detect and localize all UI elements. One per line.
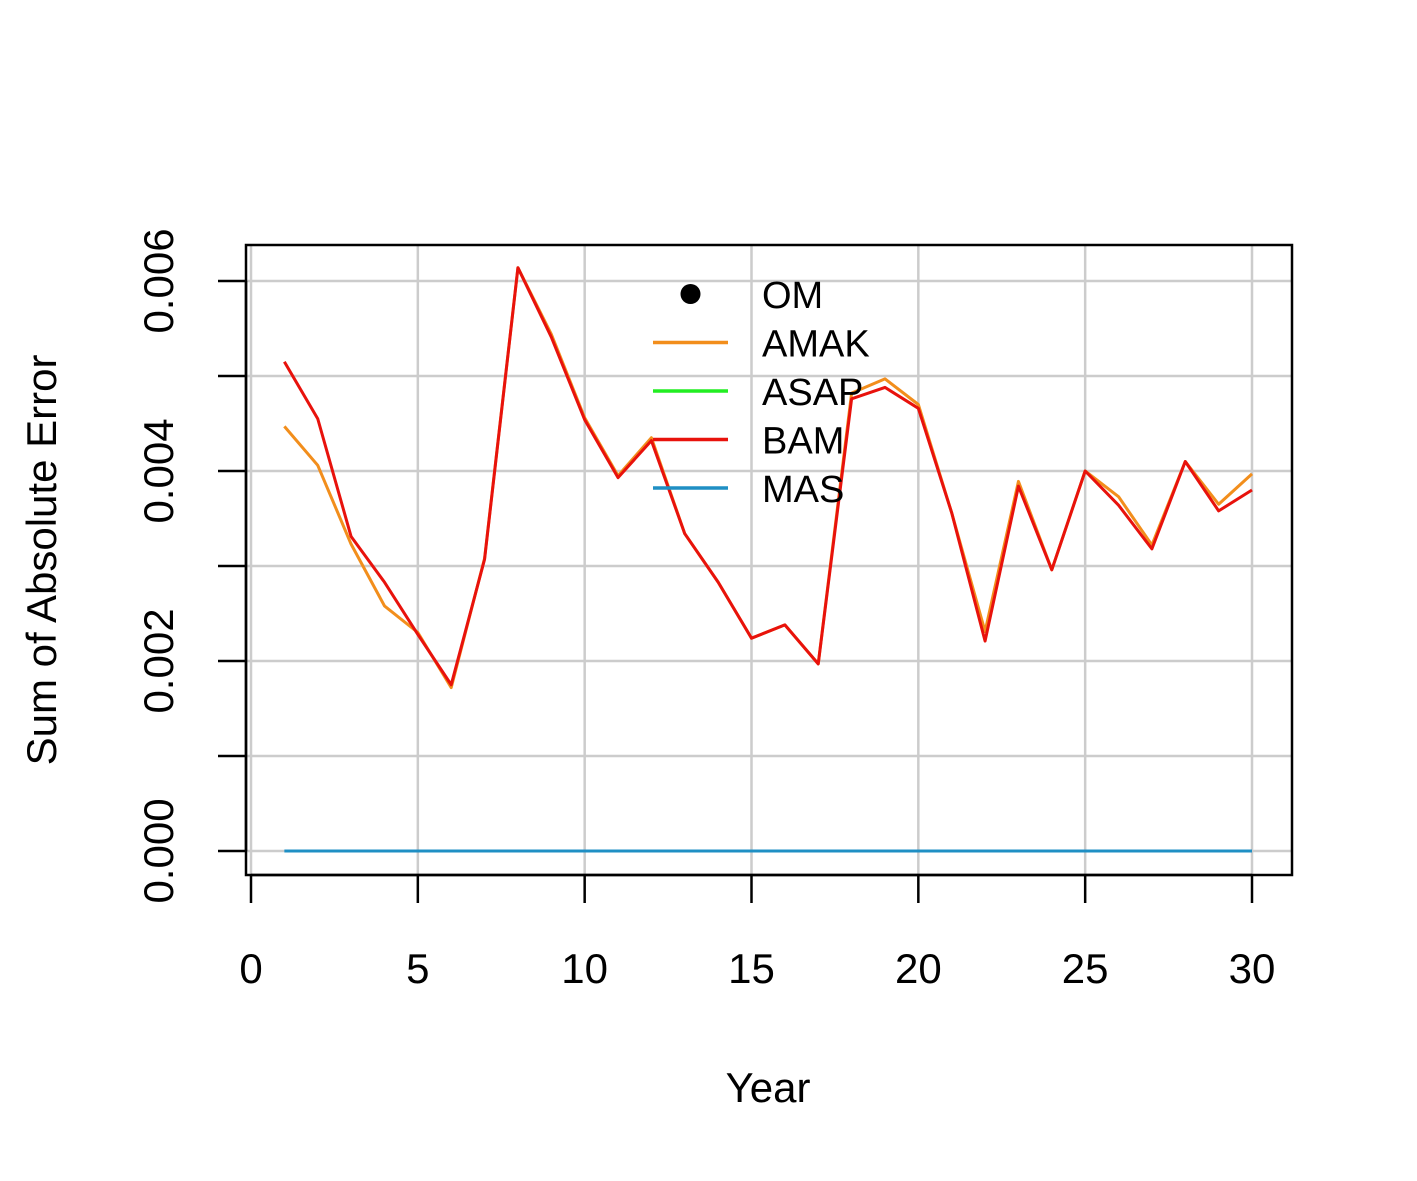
y-tick-label: 0.006 [135,228,182,333]
series-line-bam [283,266,1253,687]
grid [246,245,1292,875]
y-tick-label: 0.000 [135,798,182,903]
legend: OM AMAK ASAP BAM MAS [653,275,870,511]
axes: 0 5 10 15 20 25 30 0.000 0.002 0.004 0.006 [135,228,1275,992]
x-tick-label: 10 [561,945,608,992]
legend-label-mas: MAS [762,469,844,511]
y-tick-label: 0.004 [135,418,182,523]
legend-label-bam: BAM [762,421,844,463]
x-tick-label: 20 [895,945,942,992]
series-lines [283,266,1254,853]
x-tick-label: 0 [239,945,262,992]
legend-label-om: OM [762,275,823,317]
legend-label-amak: AMAK [762,324,870,366]
x-tick-label: 15 [728,945,775,992]
x-tick-label: 5 [406,945,429,992]
x-tick-label: 30 [1229,945,1276,992]
y-axis-label: Sum of Absolute Error [18,355,65,766]
y-tick-label: 0.002 [135,608,182,713]
legend-marker-om [680,284,701,304]
x-tick-label: 25 [1062,945,1109,992]
x-axis-label: Year [726,1064,811,1111]
legend-label-asap: ASAP [762,372,863,414]
